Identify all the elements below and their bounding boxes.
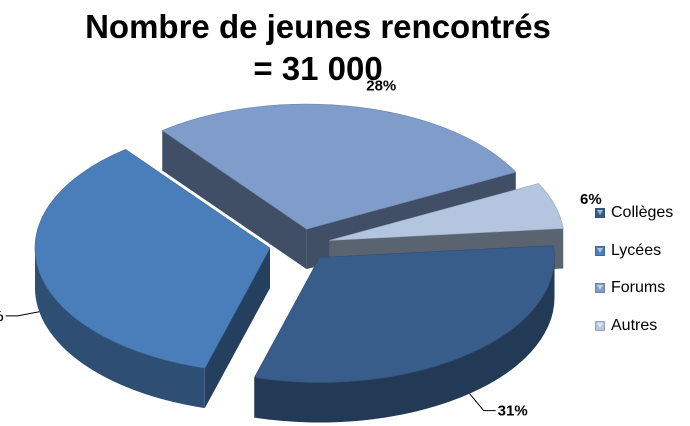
pie-slice-1 — [34, 149, 271, 409]
pie-slice-1-wall-0 — [204, 248, 271, 409]
chart-legend: Collèges Lycées Forums Autres — [595, 203, 673, 353]
pie-slice-autres-top — [329, 183, 564, 241]
legend-label-autres: Autres — [611, 316, 658, 334]
legend-swatch-forums — [595, 283, 605, 293]
data-label-lycées: 35% — [0, 308, 4, 325]
legend-item-colleges: Collèges — [595, 203, 673, 223]
chart-title-line2: = 31 000 — [253, 50, 383, 87]
legend-label-lycees: Lycées — [611, 241, 662, 259]
legend-item-forums: Forums — [595, 278, 673, 298]
leader-line-0 — [469, 393, 496, 412]
data-label-collèges: 31% — [498, 403, 528, 420]
pie-slice-1-outer-wall — [35, 248, 205, 409]
legend-label-colleges: Collèges — [611, 204, 674, 221]
legend-label-forums: Forums — [611, 279, 666, 296]
legend-swatch-autres — [595, 320, 605, 331]
pie-slice-2-wall-0 — [162, 130, 307, 270]
legend-swatch-colleges — [595, 208, 605, 218]
legend-item-lycees: Lycées — [595, 241, 673, 261]
pie-slice-forums-top — [161, 103, 517, 230]
leader-line-1 — [5, 311, 40, 317]
pie-slice-0 — [253, 245, 555, 423]
chart-title: Nombre de jeunes rencontrés = 31 000 — [0, 6, 636, 90]
legend-item-autres: Autres — [595, 316, 673, 336]
chart-title-line1: Nombre de jeunes rencontrés — [85, 8, 551, 45]
data-label-forums: 28% — [366, 78, 396, 95]
data-label-autres: 6% — [580, 191, 602, 208]
pie-slice-0-outer-wall — [254, 257, 555, 423]
pie-slice-collèges-top — [253, 245, 555, 383]
pie-slice-lycées-top — [34, 149, 271, 369]
legend-swatch-lycees — [595, 245, 605, 256]
